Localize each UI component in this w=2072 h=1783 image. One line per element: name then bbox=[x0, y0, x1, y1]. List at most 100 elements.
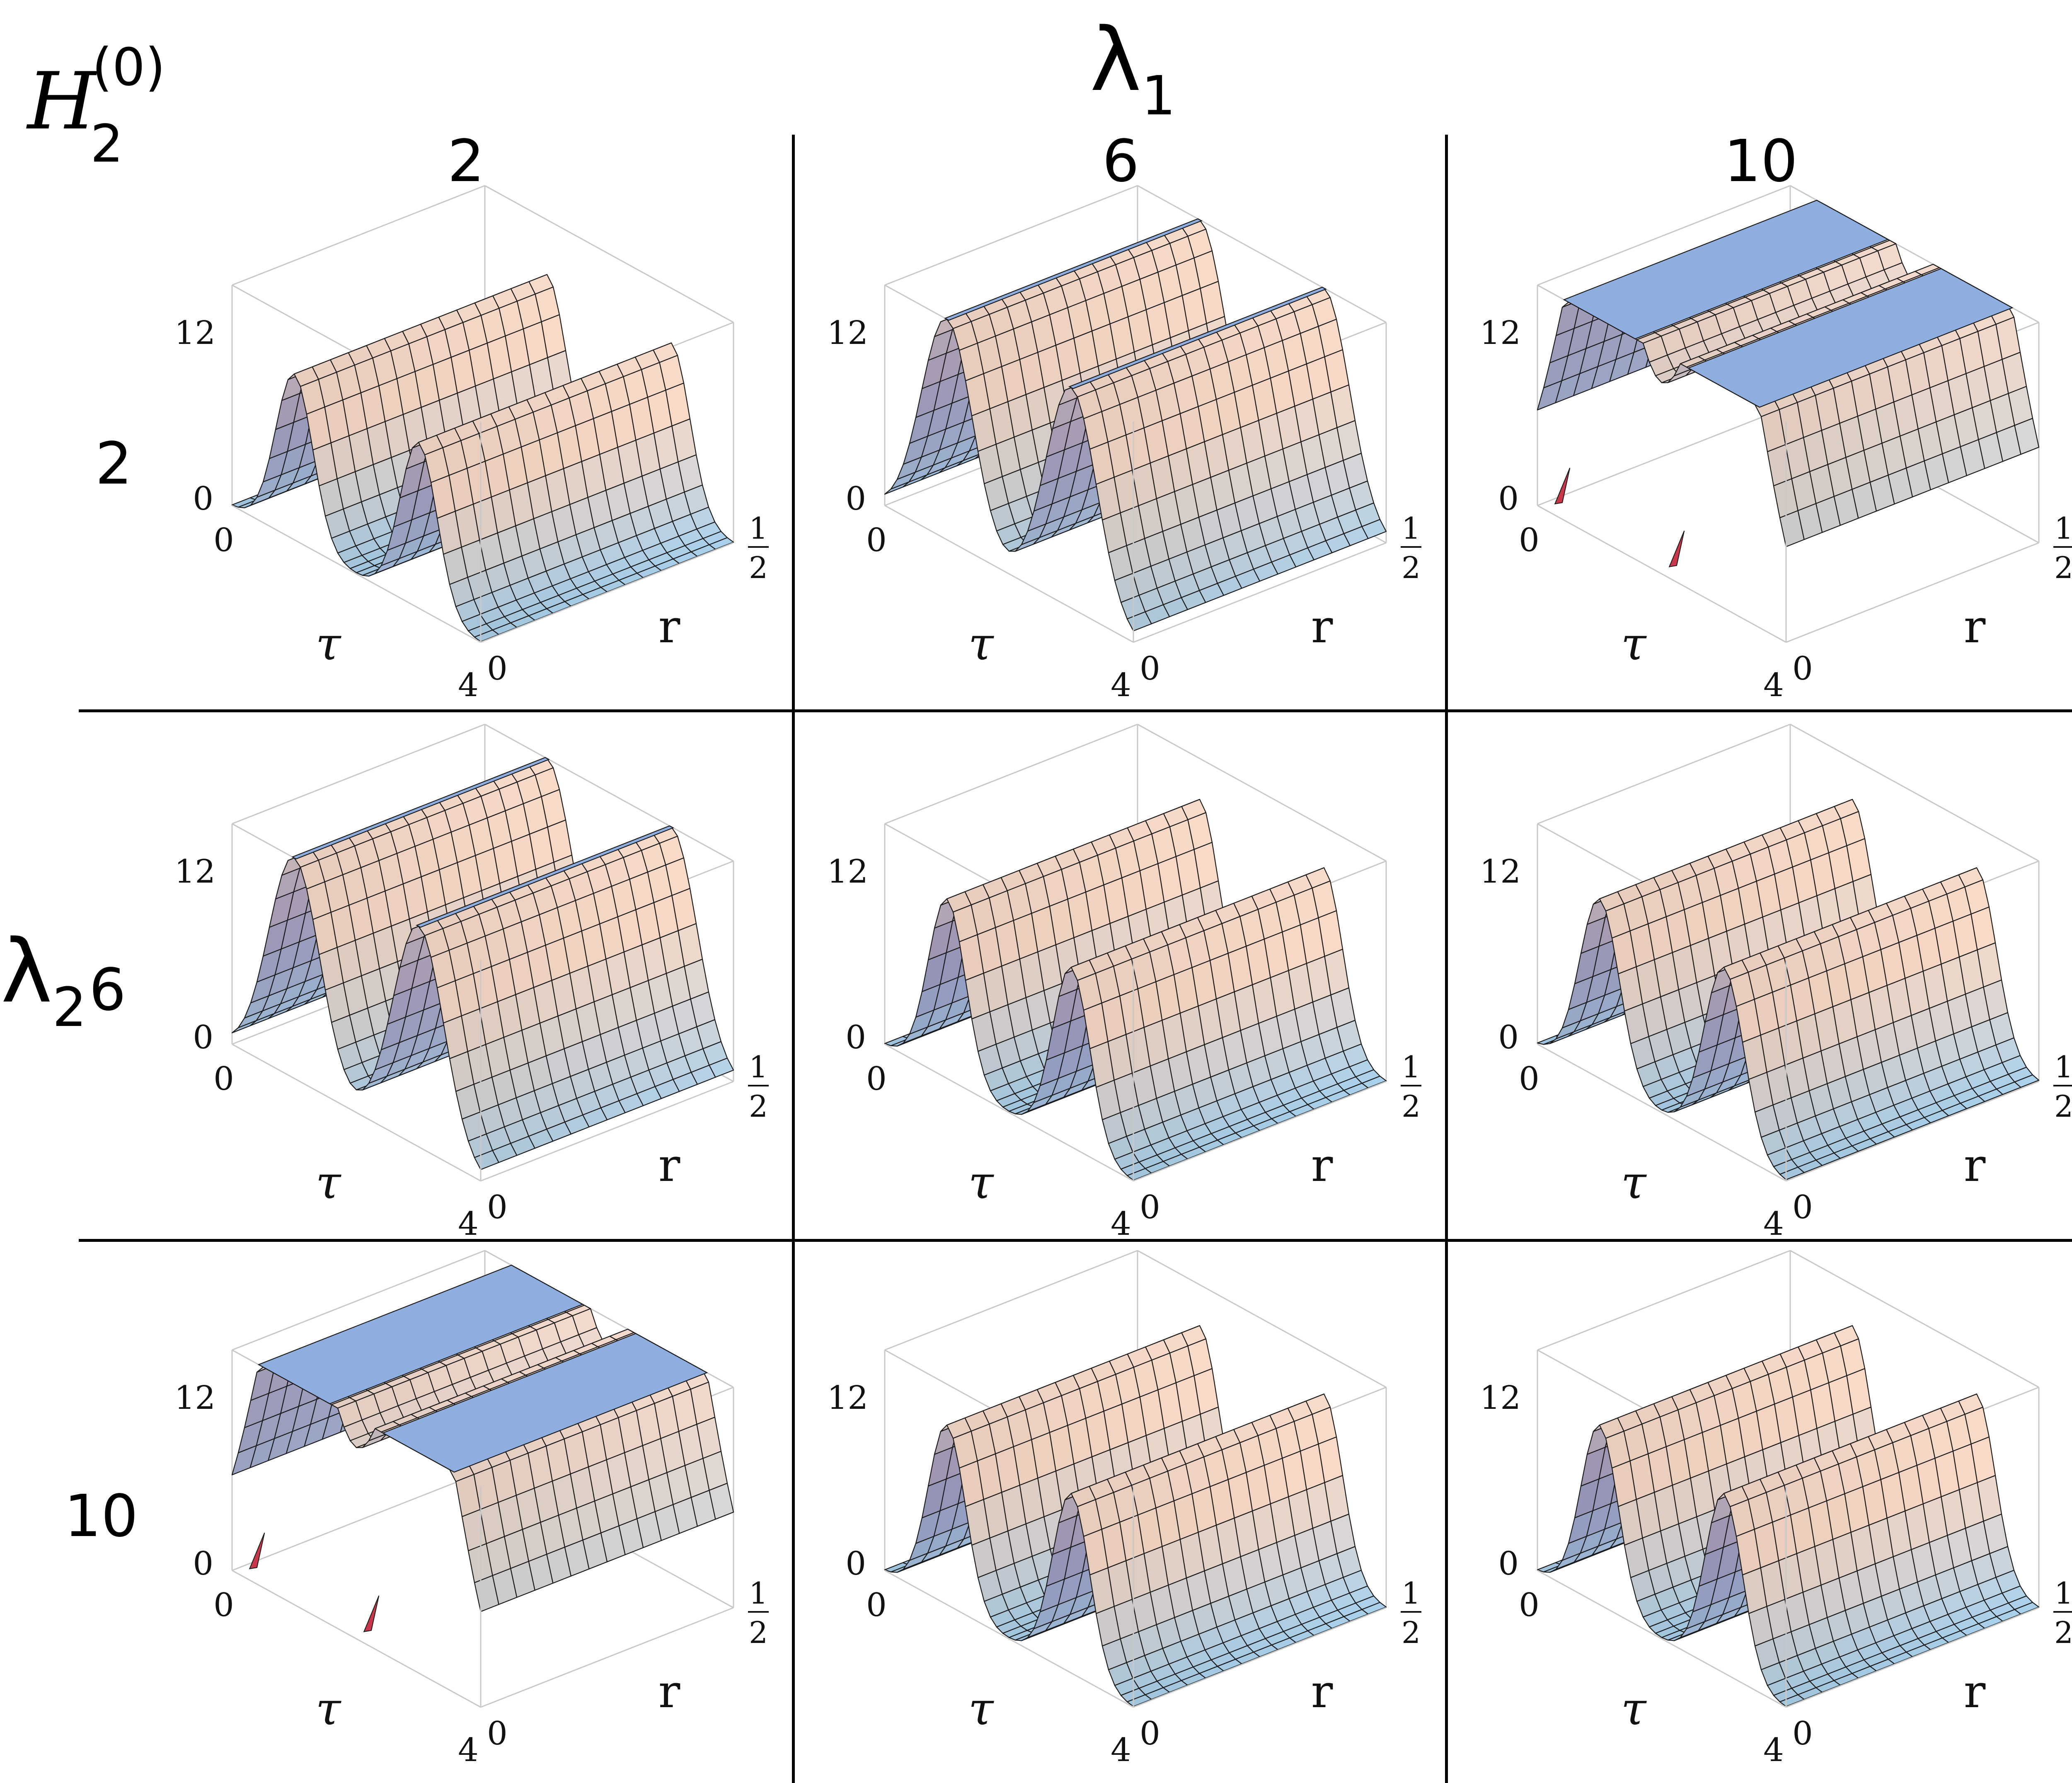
tau-axis-label: τ bbox=[1621, 617, 1647, 670]
z-tick-12: 12 bbox=[174, 853, 215, 890]
r-tick-half-den: 2 bbox=[749, 1089, 768, 1124]
underside-patch bbox=[249, 1532, 380, 1633]
surface-plot-r10-c6: 0 12 0 4 0 τ 1 2 r bbox=[785, 1239, 1432, 1761]
tau-tick-4: 4 bbox=[458, 1205, 479, 1235]
tau-tick-0: 0 bbox=[1519, 522, 1539, 559]
column-header-3: 10 bbox=[1724, 128, 1798, 195]
r-tick-half-num: 1 bbox=[749, 1576, 768, 1611]
r-tick-half-num: 1 bbox=[1402, 1576, 1421, 1611]
tau-axis-label: τ bbox=[1621, 1156, 1647, 1209]
r-tick-half-num: 1 bbox=[1402, 1050, 1421, 1084]
tau-axis-label: τ bbox=[968, 617, 995, 670]
r-axis-label: r bbox=[1311, 600, 1333, 653]
surface-plot-r2-c2: 0 12 0 4 0 τ 1 2 r bbox=[133, 174, 779, 696]
column-axis-sub: 1 bbox=[1141, 64, 1176, 127]
r-tick-0: 0 bbox=[1792, 650, 1813, 687]
tau-axis-label: τ bbox=[968, 1156, 995, 1209]
horizontal-rule-2 bbox=[79, 1239, 2072, 1242]
z-tick-12: 12 bbox=[827, 1379, 868, 1417]
front-box-edges bbox=[1537, 422, 2039, 643]
surface-mesh bbox=[1537, 799, 2040, 1181]
r-tick-0: 0 bbox=[1140, 650, 1160, 687]
corner-label-sub: 2 bbox=[90, 114, 123, 174]
r-tick-0: 0 bbox=[1792, 1715, 1813, 1752]
surface-plot-r6-c10: 0 12 0 4 0 τ 1 2 r bbox=[1438, 713, 2072, 1235]
z-tick-0: 0 bbox=[1498, 1545, 1519, 1582]
r-tick-0: 0 bbox=[1140, 1715, 1160, 1752]
corner-label-main: H bbox=[27, 56, 96, 147]
tau-tick-0: 0 bbox=[866, 1060, 887, 1098]
r-tick-0: 0 bbox=[1792, 1189, 1813, 1226]
z-tick-0: 0 bbox=[845, 1545, 866, 1582]
z-tick-12: 12 bbox=[827, 315, 868, 352]
surface-plot-r2-c10: 0 12 0 4 0 τ 1 2 r bbox=[1438, 174, 2072, 696]
tau-tick-4: 4 bbox=[1763, 667, 1784, 696]
surface-mesh bbox=[884, 1325, 1387, 1707]
surface-mesh bbox=[231, 758, 734, 1170]
r-tick-half-num: 1 bbox=[2054, 1576, 2072, 1611]
row-axis-symbol: λ bbox=[1, 921, 53, 1022]
surface-plot-r10-c2: 0 12 0 4 0 τ 1 2 r bbox=[133, 1239, 779, 1761]
surface-mesh bbox=[884, 219, 1387, 631]
z-tick-12: 12 bbox=[1480, 1379, 1521, 1417]
r-tick-0: 0 bbox=[487, 1715, 508, 1752]
front-box-edges bbox=[884, 1487, 1387, 1708]
horizontal-rule-1 bbox=[79, 709, 2072, 712]
r-tick-0: 0 bbox=[487, 650, 508, 687]
tau-tick-4: 4 bbox=[1763, 1205, 1784, 1235]
z-tick-12: 12 bbox=[174, 315, 215, 352]
row-header-3: 10 bbox=[64, 1483, 138, 1550]
underside-patch bbox=[1554, 467, 1685, 568]
r-axis-label: r bbox=[658, 1665, 680, 1718]
z-tick-12: 12 bbox=[1480, 853, 1521, 890]
z-tick-0: 0 bbox=[1498, 1019, 1519, 1056]
r-axis-label: r bbox=[1964, 1665, 1986, 1718]
z-tick-0: 0 bbox=[1498, 480, 1519, 518]
tau-tick-4: 4 bbox=[458, 1732, 479, 1761]
r-axis-label: r bbox=[1311, 1665, 1333, 1718]
r-tick-half-den: 2 bbox=[2054, 1615, 2072, 1650]
z-tick-12: 12 bbox=[827, 853, 868, 890]
tau-tick-0: 0 bbox=[213, 522, 234, 559]
r-tick-half-den: 2 bbox=[2054, 550, 2072, 585]
r-axis-label: r bbox=[1311, 1139, 1333, 1192]
tau-tick-0: 0 bbox=[866, 1587, 887, 1624]
tau-tick-4: 4 bbox=[458, 667, 479, 696]
front-box-edges bbox=[884, 422, 1387, 643]
surface-plot-r2-c6: 0 12 0 4 0 τ 1 2 r bbox=[785, 174, 1432, 696]
front-box-edges bbox=[884, 960, 1387, 1182]
column-header-1: 2 bbox=[448, 128, 485, 195]
r-tick-half-den: 2 bbox=[1402, 1089, 1421, 1124]
front-box-edges bbox=[232, 1487, 734, 1708]
front-box-edges bbox=[232, 960, 734, 1182]
surface-mesh bbox=[1537, 1325, 2040, 1707]
surface-plot-r10-c10: 0 12 0 4 0 τ 1 2 r bbox=[1438, 1239, 2072, 1761]
front-box-edges bbox=[1537, 960, 2039, 1182]
tau-tick-4: 4 bbox=[1111, 1732, 1131, 1761]
tau-axis-label: τ bbox=[316, 1156, 342, 1209]
z-tick-0: 0 bbox=[193, 1019, 213, 1056]
tau-tick-4: 4 bbox=[1111, 1205, 1131, 1235]
z-tick-0: 0 bbox=[845, 480, 866, 518]
r-axis-label: r bbox=[658, 600, 680, 653]
vertical-rule-1 bbox=[792, 135, 795, 1783]
corner-label: H bbox=[27, 62, 96, 141]
r-axis-label: r bbox=[1964, 600, 1986, 653]
surface-mesh bbox=[231, 274, 734, 642]
z-tick-0: 0 bbox=[193, 1545, 213, 1582]
tau-axis-label: τ bbox=[316, 617, 342, 670]
r-tick-half-den: 2 bbox=[2054, 1089, 2072, 1124]
tau-tick-0: 0 bbox=[213, 1587, 234, 1624]
